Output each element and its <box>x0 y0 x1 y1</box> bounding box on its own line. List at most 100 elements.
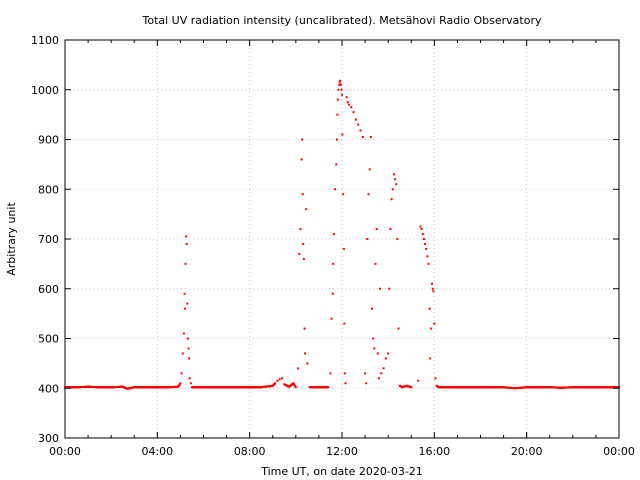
data-point <box>431 287 434 290</box>
y-tick-label: 300 <box>38 432 59 445</box>
data-point <box>332 262 335 265</box>
data-point <box>397 327 400 330</box>
y-axis-label: Arbitrary unit <box>5 202 18 276</box>
data-point <box>335 138 338 141</box>
data-point <box>344 382 347 385</box>
data-point <box>359 129 362 132</box>
data-point <box>387 352 390 355</box>
data-point <box>427 262 430 265</box>
data-point <box>410 386 413 389</box>
data-point <box>338 83 341 86</box>
data-point <box>304 352 307 355</box>
data-point <box>341 93 343 96</box>
data-point <box>432 290 435 293</box>
data-point <box>186 302 189 305</box>
data-point <box>347 103 350 106</box>
x-tick-label: 12:00 <box>326 445 358 458</box>
data-point <box>365 382 368 385</box>
y-tick-label: 600 <box>38 283 59 296</box>
data-point <box>339 83 342 86</box>
data-point <box>187 347 190 350</box>
x-tick-label: 00:00 <box>49 445 81 458</box>
data-point <box>179 382 182 385</box>
y-tick-label: 800 <box>38 183 59 196</box>
y-tick-label: 700 <box>38 233 59 246</box>
y-tick-label: 1000 <box>31 84 59 97</box>
data-point <box>299 228 302 231</box>
data-point <box>371 307 374 310</box>
data-point <box>350 106 353 109</box>
data-point <box>342 247 345 250</box>
data-point <box>186 337 189 340</box>
data-point <box>379 287 382 290</box>
data-point <box>434 377 437 380</box>
data-point <box>278 378 281 381</box>
data-point <box>428 307 431 310</box>
data-point <box>185 242 188 245</box>
data-point <box>429 327 432 330</box>
data-point <box>376 352 379 355</box>
data-point <box>305 208 308 211</box>
data-point <box>183 292 186 295</box>
data-point <box>361 136 364 139</box>
data-point <box>340 88 343 91</box>
x-tick-label: 16:00 <box>418 445 450 458</box>
data-point <box>396 238 399 240</box>
data-point <box>301 138 304 141</box>
data-point <box>188 377 191 380</box>
data-point <box>184 307 187 310</box>
data-point <box>276 379 279 382</box>
data-point <box>184 262 187 265</box>
data-point <box>357 123 360 126</box>
data-point <box>388 287 391 290</box>
data-point <box>395 183 398 186</box>
data-point <box>367 193 370 196</box>
grid <box>65 40 619 438</box>
data-point <box>339 79 342 82</box>
data-point <box>306 362 309 365</box>
data-point <box>375 228 378 231</box>
data-point <box>342 193 345 196</box>
data-point <box>297 367 300 370</box>
data-point <box>425 247 428 250</box>
data-point <box>394 178 397 181</box>
data-points <box>64 79 620 390</box>
data-point <box>364 372 367 375</box>
data-point <box>424 242 427 245</box>
data-point <box>421 233 424 236</box>
data-point <box>420 228 423 231</box>
data-point <box>374 262 377 265</box>
data-point <box>336 113 339 116</box>
data-point <box>185 235 188 238</box>
data-point <box>369 136 372 139</box>
data-point <box>294 386 297 389</box>
data-point <box>346 101 349 104</box>
data-point <box>391 188 394 191</box>
y-tick-label: 400 <box>38 382 59 395</box>
data-point <box>180 372 183 375</box>
x-tick-label: 04:00 <box>141 445 173 458</box>
data-point <box>182 332 185 335</box>
data-point <box>354 118 357 121</box>
x-tick-label: 20:00 <box>511 445 543 458</box>
data-point <box>343 322 346 325</box>
axis-ticks: 00:00 04:00 08:00 12:00 16:00 20:00 00:0030040… <box>31 34 635 458</box>
x-axis-label: Time UT, on date 2020-03-21 <box>260 465 423 478</box>
data-point <box>334 188 337 191</box>
data-point <box>274 382 277 385</box>
data-point <box>329 372 332 375</box>
data-point <box>366 238 369 240</box>
data-point <box>337 88 340 91</box>
y-tick-label: 500 <box>38 333 59 346</box>
data-point <box>352 111 355 114</box>
data-point <box>429 357 432 360</box>
data-point <box>188 357 191 360</box>
data-point <box>392 173 395 176</box>
data-point <box>302 257 305 260</box>
data-point <box>280 377 283 380</box>
data-point <box>327 386 330 389</box>
data-point <box>380 372 383 375</box>
data-point <box>300 158 303 161</box>
data-point <box>390 198 393 201</box>
